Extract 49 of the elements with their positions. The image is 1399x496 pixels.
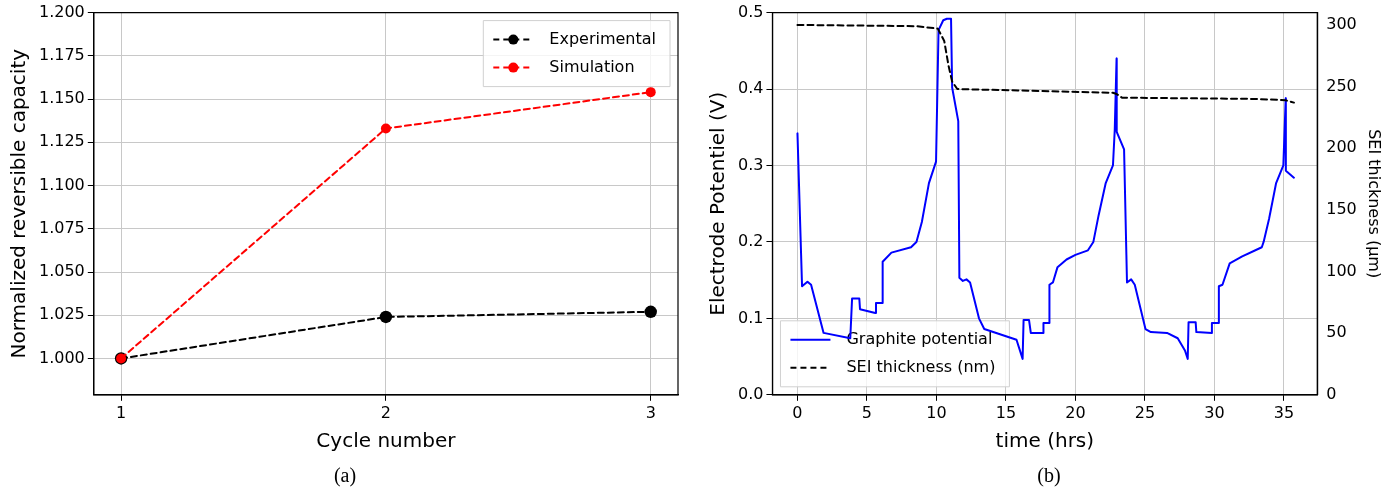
- y-tick-label: 0.5: [737, 1, 764, 21]
- legend-label: Experimental: [549, 28, 657, 48]
- text: (b): [1036, 464, 1062, 487]
- y2-tick-label: 100: [1326, 260, 1357, 280]
- y-tick-label: 1.125: [38, 131, 85, 151]
- line-series: [796, 23, 1295, 104]
- y-tick-label: 1.200: [38, 1, 85, 21]
- y-tick-label: 0.3: [737, 154, 764, 174]
- x-tick-label: 10: [926, 402, 947, 422]
- y-tick-label: 1.075: [38, 217, 85, 237]
- y-axis-title: Normalized reversible capacity: [6, 48, 31, 359]
- y-tick-label: 1.050: [38, 261, 85, 281]
- x-axis-title: Cycle number: [316, 428, 457, 453]
- y2-tick-label: 200: [1326, 137, 1357, 157]
- y-tick-label: 1.175: [38, 44, 85, 64]
- y2-tick-label: 0: [1326, 383, 1337, 403]
- y-tick-label: 1.150: [38, 88, 85, 108]
- point: [380, 123, 391, 134]
- x-tick-label: 5: [861, 402, 873, 422]
- y-tick-label: 0.4: [737, 78, 764, 98]
- x-tick-label: 1: [115, 402, 127, 422]
- point: [645, 87, 656, 98]
- x-tick-label: 0: [792, 402, 803, 422]
- point: [644, 305, 657, 318]
- y-tick-label: 0.0: [737, 383, 764, 403]
- text: (a): [332, 464, 358, 487]
- y-tick-label: 0.2: [737, 231, 764, 251]
- legend-label: Simulation: [549, 56, 635, 76]
- legend-label: SEI thickness (nm): [846, 356, 996, 376]
- y2-tick-label: 250: [1326, 75, 1357, 95]
- x-tick-label: 3: [645, 402, 656, 422]
- y2-tick-label: 300: [1326, 14, 1357, 34]
- y2-tick-label: 150: [1326, 199, 1357, 219]
- y-tick-label: 1.025: [38, 304, 85, 324]
- x-tick-label: 20: [1065, 402, 1086, 422]
- x-tick-label: 35: [1273, 402, 1295, 422]
- y-axis-title: Electrode Potentiel (V): [705, 91, 730, 316]
- y-tick-label: 1.000: [38, 347, 85, 367]
- y-tick-label: 1.100: [38, 174, 85, 194]
- y2-axis-title: SEI thickness (μm): [1365, 129, 1385, 279]
- x-tick-label: 15: [995, 402, 1017, 422]
- point: [379, 310, 393, 324]
- y2-tick-label: 50: [1326, 322, 1347, 342]
- x-tick-label: 2: [380, 402, 391, 422]
- x-axis-title: time (hrs): [995, 428, 1095, 453]
- y-tick-label: 0.1: [737, 307, 764, 327]
- legend-label: Graphite potential: [846, 328, 993, 348]
- x-tick-label: 25: [1134, 402, 1156, 422]
- x-tick-label: 30: [1204, 402, 1225, 422]
